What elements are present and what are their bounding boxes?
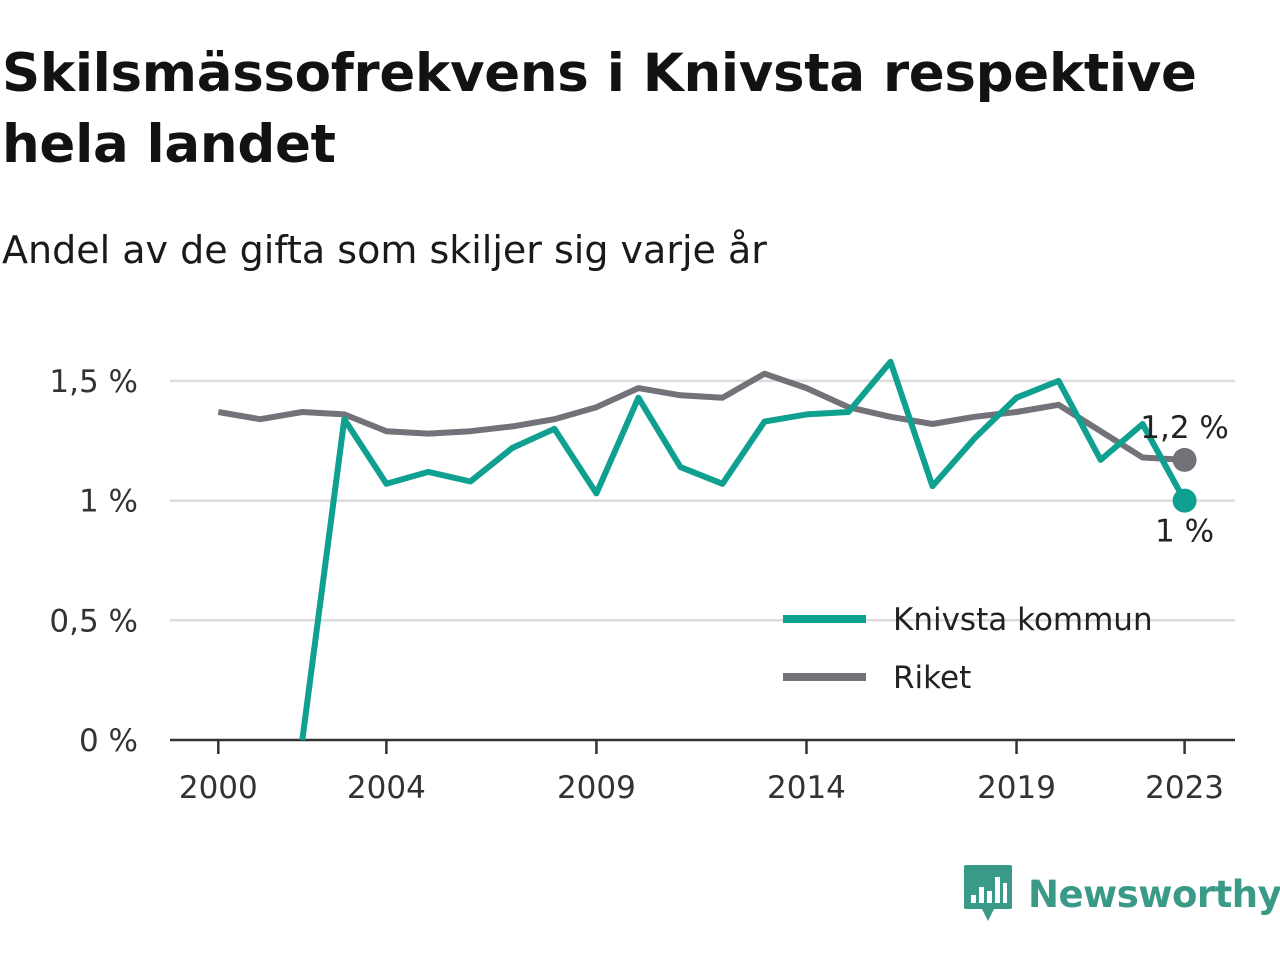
y-axis-ticks: 0 % 0,5 % 1 % 1,5 % bbox=[49, 364, 138, 759]
x-tick-label: 2009 bbox=[557, 770, 636, 806]
series-line-knivsta-kommun bbox=[299, 358, 1188, 741]
y-tick-label: 1,5 % bbox=[49, 364, 138, 400]
x-axis: 2000 2004 2009 2014 2019 2023 bbox=[170, 738, 1235, 806]
chart-title: Skilsmässofrekvens i Knivsta respektive … bbox=[2, 43, 1197, 175]
y-tick-label: 0,5 % bbox=[49, 603, 138, 639]
series-lines bbox=[217, 358, 1197, 741]
y-tick-label: 0 % bbox=[79, 723, 138, 759]
legend: Knivsta kommun Riket bbox=[783, 602, 1153, 696]
chart-subtitle: Andel av de gifta som skiljer sig varje … bbox=[2, 228, 767, 272]
legend-label: Knivsta kommun bbox=[893, 602, 1153, 638]
brand-logo: Newsworthy bbox=[962, 862, 1280, 926]
x-tick-label: 2000 bbox=[179, 770, 258, 806]
y-tick-label: 1 % bbox=[79, 484, 138, 520]
end-label-knivsta: 1 % bbox=[1155, 514, 1214, 550]
end-labels: 1,2 % 1 % bbox=[1140, 410, 1229, 550]
x-tick-label: 2004 bbox=[347, 770, 426, 806]
end-point-riket bbox=[1172, 447, 1197, 472]
legend-label: Riket bbox=[893, 660, 971, 696]
x-tick-label: 2014 bbox=[767, 770, 846, 806]
x-tick-label: 2019 bbox=[977, 770, 1056, 806]
series-line-riket bbox=[217, 370, 1185, 463]
brand-name: Newsworthy bbox=[1028, 872, 1280, 916]
end-label-riket: 1,2 % bbox=[1140, 410, 1229, 446]
end-point-knivsta-kommun bbox=[1172, 488, 1197, 513]
newsworthy-logo-icon bbox=[964, 865, 1012, 921]
x-tick-label: 2023 bbox=[1145, 770, 1224, 806]
